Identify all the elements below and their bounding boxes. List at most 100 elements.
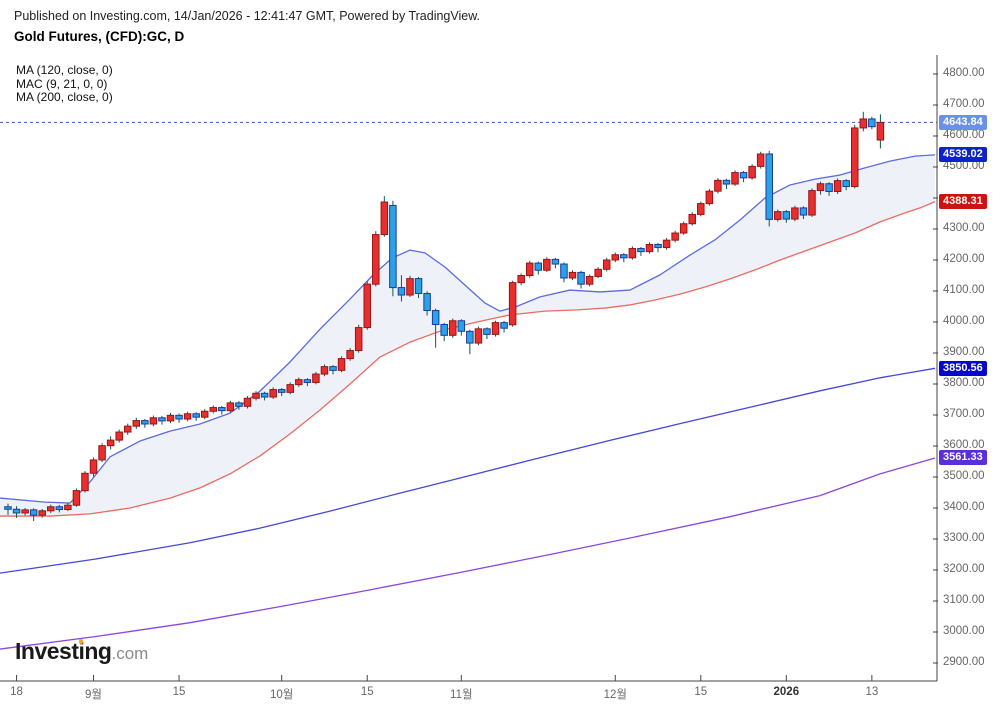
time-tick-label: 11월 xyxy=(450,689,473,701)
candle-up xyxy=(756,153,765,167)
candle-down xyxy=(4,506,12,510)
price-tick-label: 3700.00 xyxy=(943,408,985,420)
candle-up xyxy=(89,459,98,474)
candle-down xyxy=(260,392,269,398)
candle-up xyxy=(568,271,577,279)
candle-up xyxy=(611,254,620,261)
time-tick-label: 2026 xyxy=(773,686,800,698)
candle-down xyxy=(397,287,406,296)
price-tick-label: 3400.00 xyxy=(943,501,985,513)
time-tick-label: 15 xyxy=(360,686,374,698)
price-tick-label: 4700.00 xyxy=(943,98,985,110)
logo-orange-dot-i: i xyxy=(78,638,85,664)
price-tick-label: 3600.00 xyxy=(943,439,985,451)
candles xyxy=(4,111,885,522)
candle-up xyxy=(508,282,517,326)
candle-up xyxy=(106,439,115,447)
candle-up xyxy=(859,118,868,129)
price-tick-label: 3100.00 xyxy=(943,594,985,606)
price-tick-label: 3500.00 xyxy=(943,470,985,482)
price-tick-label: 3900.00 xyxy=(943,346,985,358)
candle-down xyxy=(842,180,850,188)
price-tick-label: 4800.00 xyxy=(943,67,985,79)
candle-up xyxy=(679,223,688,234)
candle-down xyxy=(141,420,149,425)
candle-up xyxy=(662,239,671,249)
ma-200-line xyxy=(0,457,936,650)
candle-up xyxy=(748,165,756,179)
candle-up xyxy=(774,211,782,220)
price-tick-label: 4500.00 xyxy=(943,160,985,172)
candle-up xyxy=(346,350,354,360)
ma-120-line xyxy=(0,367,936,574)
legend-ma-120: MA (120, close, 0) xyxy=(16,63,113,77)
candle-up xyxy=(47,506,55,512)
candle-up xyxy=(628,248,637,259)
candle-up xyxy=(337,358,346,371)
candle-down xyxy=(440,323,448,336)
candle-up xyxy=(517,275,525,284)
mac-band-fill xyxy=(0,154,935,517)
candle-up xyxy=(209,407,218,412)
last-price-badge: 4643.84 xyxy=(939,114,987,130)
candle-down xyxy=(560,263,568,279)
candle-up xyxy=(645,244,654,253)
candle-up xyxy=(876,121,885,141)
price-tick-label: 3200.00 xyxy=(943,563,985,575)
legend-mac: MAC (9, 21, 0, 0) xyxy=(16,76,108,91)
candle-up xyxy=(320,366,329,375)
candle-up xyxy=(166,414,175,422)
candle-down xyxy=(483,328,491,335)
investing-logo: Investing.com xyxy=(15,638,149,664)
candle-down xyxy=(192,413,200,418)
candle-down xyxy=(423,292,431,312)
candle-up xyxy=(474,328,483,344)
time-tick-label: 15 xyxy=(172,686,186,698)
candle-down xyxy=(457,320,466,332)
candle-up xyxy=(791,207,799,220)
price-tick-label: 4100.00 xyxy=(943,284,985,296)
price-tick-label: 4200.00 xyxy=(943,253,985,265)
candle-up xyxy=(585,275,594,285)
candle-up xyxy=(81,472,89,492)
candle-down xyxy=(825,183,833,192)
candle-up xyxy=(697,203,705,215)
symbol-title: Gold Futures, (CFD):GC, D xyxy=(14,29,185,44)
candle-down xyxy=(277,389,286,393)
candle-up xyxy=(312,373,320,383)
ma-200-badge: 3561.33 xyxy=(939,450,987,466)
candle-down xyxy=(577,271,585,285)
mac-lower-badge: 4388.31 xyxy=(939,194,987,210)
candle-up xyxy=(671,232,679,241)
candle-up xyxy=(714,179,722,192)
candle-up xyxy=(594,268,602,277)
candle-up xyxy=(269,389,277,398)
price-tick-label: 3000.00 xyxy=(943,625,985,637)
candle-up xyxy=(183,413,192,420)
candle-up xyxy=(252,392,260,399)
candle-down xyxy=(868,118,876,128)
mac-upper-badge: 4539.02 xyxy=(939,147,987,163)
candle-down xyxy=(500,322,508,329)
indicator-legend: MA (120, close, 0) MAC (9, 21, 0, 0) MA … xyxy=(16,63,113,105)
legend-ma-200: MA (200, close, 0) xyxy=(16,90,113,104)
price-tick-label: 3300.00 xyxy=(943,532,985,544)
price-tick-label: 4300.00 xyxy=(943,222,985,234)
candle-down xyxy=(782,211,791,220)
candle-up xyxy=(602,259,611,270)
candle-down xyxy=(637,248,645,253)
candle-up xyxy=(64,504,72,511)
candle-up xyxy=(372,234,380,285)
candle-down xyxy=(654,244,662,249)
candle-up xyxy=(226,402,235,412)
candle-up xyxy=(286,384,294,393)
candle-down xyxy=(218,407,226,412)
candle-up xyxy=(525,262,534,277)
candle-up xyxy=(688,213,696,225)
candle-up xyxy=(295,379,303,386)
logo-com-suffix: .com xyxy=(111,644,149,663)
candle-up xyxy=(21,509,29,514)
candle-down xyxy=(303,379,312,383)
candle-down xyxy=(29,509,38,516)
